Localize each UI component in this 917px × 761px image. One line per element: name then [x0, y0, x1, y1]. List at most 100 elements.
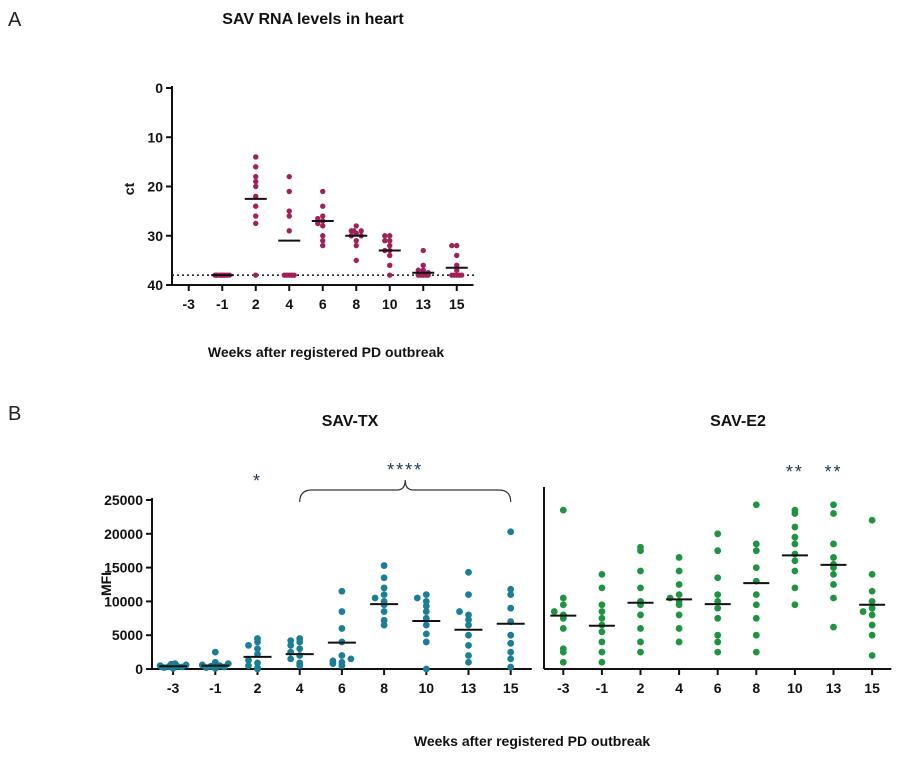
data-point [465, 616, 472, 624]
data-point [253, 272, 259, 278]
data-point [868, 604, 876, 612]
data-point [714, 604, 722, 612]
data-point [296, 652, 304, 659]
data-point [245, 662, 252, 670]
data-point [254, 664, 261, 672]
data-point [353, 230, 359, 236]
data-point [752, 648, 760, 656]
data-point [338, 587, 346, 595]
y-tick-label: 5000 [112, 627, 143, 643]
data-point [289, 272, 295, 278]
data-point [559, 601, 567, 609]
data-point [598, 601, 606, 609]
data-point [465, 652, 472, 659]
data-point [507, 585, 515, 593]
data-point [454, 252, 460, 259]
data-point [507, 663, 515, 671]
data-point [830, 581, 837, 588]
data-point [598, 648, 606, 656]
data-point [637, 625, 644, 632]
data-point [752, 564, 760, 571]
data-point [675, 625, 683, 632]
x-tick-label: 10 [787, 680, 803, 696]
data-point [598, 584, 606, 592]
data-point [637, 567, 644, 575]
data-point [315, 220, 321, 227]
data-point [380, 608, 388, 615]
significance-marker: ** [824, 462, 842, 482]
data-point [666, 594, 674, 602]
data-point [752, 547, 760, 555]
data-point [387, 252, 393, 259]
x-tick-label: 13 [826, 680, 842, 696]
data-point [286, 208, 292, 214]
x-axis-label: Weeks after registered PD outbreak [208, 344, 444, 360]
data-point [422, 591, 430, 599]
x-tick-label: 6 [338, 680, 346, 696]
data-point [254, 650, 261, 658]
data-point [380, 591, 388, 599]
data-point [752, 501, 760, 509]
data-point [320, 233, 326, 239]
data-point [253, 173, 259, 180]
x-tick-label: 15 [503, 680, 519, 696]
data-point [315, 215, 321, 222]
x-tick-label: -3 [557, 680, 570, 696]
data-point [714, 574, 722, 582]
data-point [559, 658, 567, 666]
data-point [253, 220, 259, 227]
data-point [559, 506, 567, 514]
data-point [598, 614, 606, 622]
data-point [830, 594, 837, 602]
data-point [637, 584, 644, 592]
chart-sav-rna-heart: SAV RNA levels in heart Weeks after regi… [121, 11, 476, 360]
data-point [253, 183, 259, 190]
x-tick-label: 8 [352, 296, 360, 312]
data-point [791, 540, 799, 548]
data-point [791, 533, 799, 541]
data-point [830, 564, 837, 571]
y-tick-label: 20000 [104, 526, 143, 542]
x-tick-label: 13 [461, 680, 477, 696]
data-point [598, 638, 606, 646]
data-point [675, 554, 683, 561]
data-point [675, 611, 683, 619]
data-point [320, 203, 326, 209]
data-point [465, 658, 472, 666]
data-point [868, 570, 876, 578]
data-point [637, 648, 644, 656]
shared-x-axis-label: Weeks after registered PD outbreak [414, 733, 650, 749]
data-point [507, 639, 515, 647]
data-point [245, 656, 252, 664]
data-point [254, 645, 261, 653]
data-point [287, 641, 295, 649]
data-point [338, 658, 346, 666]
data-point [868, 598, 876, 605]
data-point [380, 584, 388, 592]
data-point [449, 242, 455, 249]
x-tick-label: 10 [382, 296, 398, 312]
data-point [338, 625, 346, 632]
data-point [296, 645, 304, 653]
data-point [868, 621, 876, 629]
data-point [451, 272, 457, 278]
y-tick-label: 40 [147, 277, 163, 293]
data-point [253, 213, 259, 219]
panel-letter-b: B [8, 403, 21, 425]
data-point [371, 594, 379, 602]
data-point [422, 614, 430, 622]
data-point [422, 598, 430, 605]
data-point [211, 648, 219, 656]
data-point [418, 272, 424, 278]
data-point [507, 591, 515, 599]
data-point [507, 655, 515, 663]
data-point [415, 267, 421, 273]
data-point [338, 608, 346, 615]
data-point [714, 631, 722, 639]
data-point [714, 591, 722, 599]
data-point [830, 510, 837, 517]
x-tick-label: 15 [864, 680, 880, 696]
data-point [598, 570, 606, 578]
data-point [253, 193, 259, 200]
